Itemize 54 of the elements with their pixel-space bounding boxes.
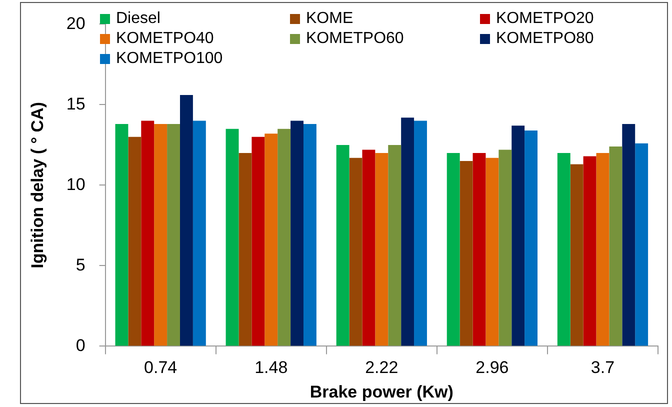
bar — [192, 120, 206, 346]
bar — [290, 120, 304, 346]
bar — [609, 146, 622, 346]
legend-label: Diesel — [116, 10, 160, 28]
bar — [349, 158, 362, 346]
bar — [486, 158, 499, 346]
bar — [238, 153, 252, 346]
bar — [583, 156, 596, 346]
bar — [460, 161, 473, 346]
bar — [596, 153, 610, 346]
bar — [180, 95, 193, 346]
bar — [446, 153, 460, 346]
bar — [264, 134, 278, 346]
y-tick-label: 10 — [66, 174, 86, 194]
bar — [336, 144, 350, 346]
legend-label: KOMETPO40 — [116, 30, 214, 48]
bar — [362, 150, 376, 346]
bar — [226, 128, 239, 346]
bar — [303, 124, 316, 346]
bar — [128, 136, 142, 346]
bar — [557, 153, 570, 346]
x-tick-label: 2.96 — [476, 358, 509, 378]
bar — [167, 124, 180, 346]
y-axis-title: Ignition delay ( ° CA) — [28, 102, 47, 268]
legend-label: KOMETPO100 — [116, 50, 223, 68]
bar — [498, 150, 512, 346]
y-tick-label: 20 — [66, 14, 86, 33]
bar — [524, 130, 538, 346]
bar — [472, 153, 486, 346]
x-tick-label: 3.7 — [590, 358, 615, 378]
legend-label: KOMETPO20 — [496, 10, 594, 28]
bar — [154, 124, 168, 346]
bar — [512, 126, 525, 346]
bar — [622, 124, 636, 346]
bar — [278, 128, 291, 346]
bar — [375, 153, 388, 346]
x-tick-label: 2.22 — [365, 358, 398, 378]
y-tick-label: 15 — [66, 94, 86, 114]
legend-label: KOME — [306, 10, 354, 28]
bar — [570, 164, 584, 346]
legend-label: KOMETPO80 — [496, 30, 594, 48]
y-tick-label: 5 — [76, 255, 86, 274]
legend-label: KOMETPO60 — [306, 30, 404, 48]
x-tick-label: 1.48 — [254, 358, 288, 378]
bar — [115, 124, 128, 346]
bar — [401, 118, 414, 346]
bar — [141, 120, 154, 346]
y-tick-label: 0 — [76, 336, 86, 355]
x-axis-title: Brake power (Kw) — [310, 382, 454, 402]
bar — [252, 136, 265, 346]
x-tick-label: 0.74 — [144, 358, 178, 378]
bar — [414, 120, 427, 346]
bar — [635, 143, 648, 346]
bar — [388, 144, 402, 346]
